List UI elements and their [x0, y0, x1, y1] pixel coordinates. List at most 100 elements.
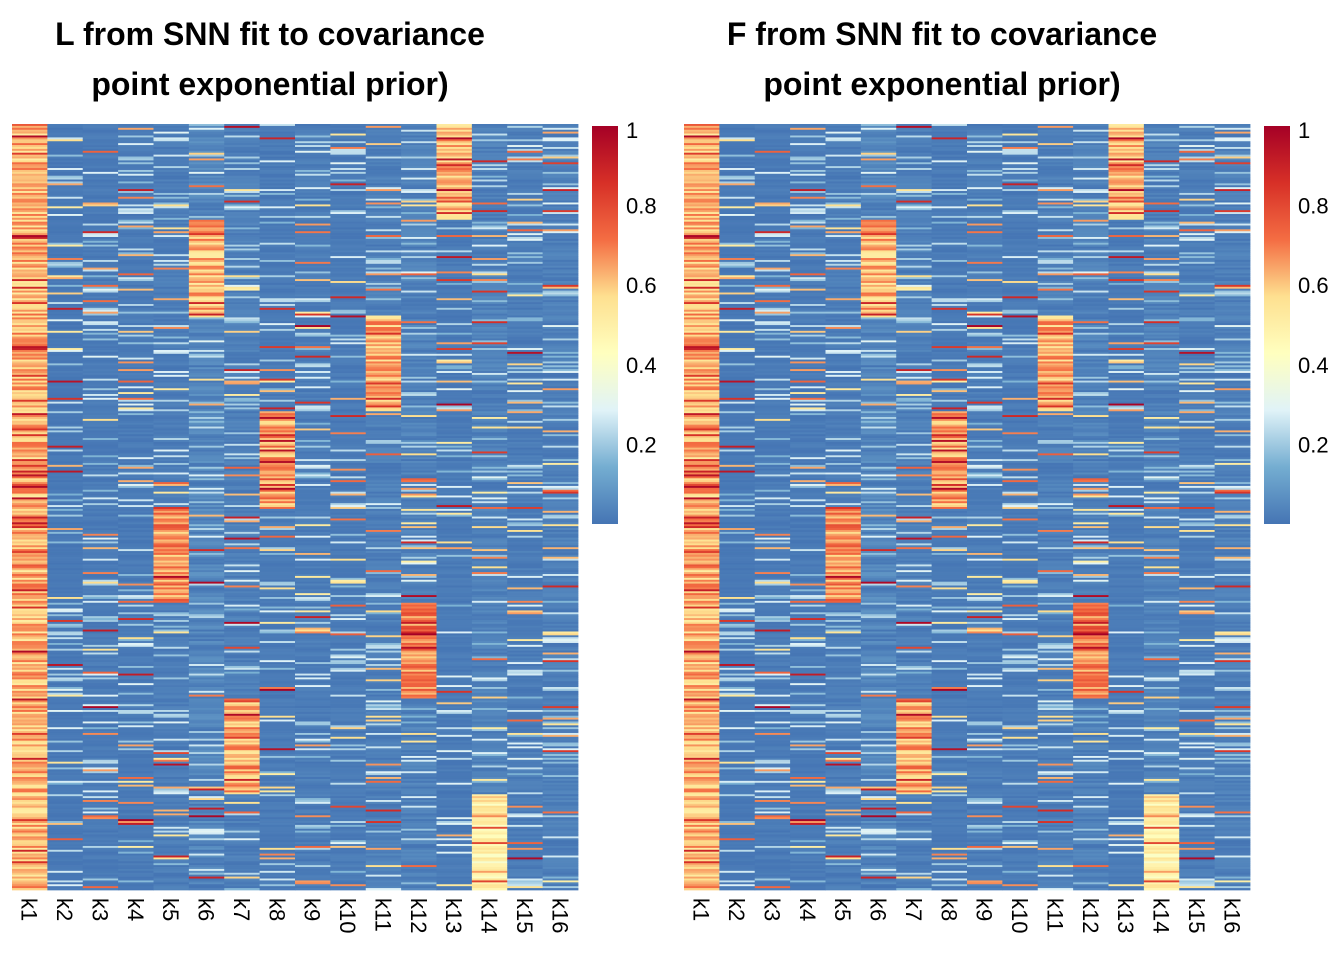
heatmap-cell: [118, 313, 154, 316]
heatmap-cell: [330, 390, 367, 393]
heatmap-cell: [295, 687, 331, 690]
heatmap-cell: [12, 652, 48, 655]
heatmap-cell: [47, 800, 84, 803]
heatmap-cell: [401, 353, 437, 357]
heatmap-cell: [365, 474, 402, 477]
heatmap-cell: [436, 238, 473, 242]
heatmap-cell: [365, 478, 402, 481]
heatmap-cell: [365, 698, 402, 701]
heatmap-cell: [188, 236, 225, 240]
heatmap-cell: [330, 196, 367, 200]
heatmap-cell: [436, 491, 473, 494]
heatmap-cell: [401, 633, 437, 636]
heatmap-cell: [82, 152, 119, 155]
heatmap-cell: [436, 441, 473, 445]
heatmap-cell: [224, 583, 261, 586]
heatmap-cell: [330, 792, 367, 795]
heatmap-cell: [365, 484, 402, 487]
heatmap-cell: [118, 838, 154, 841]
heatmap-cell: [47, 547, 84, 550]
heatmap-cell: [401, 830, 437, 833]
heatmap-cell: [47, 585, 84, 588]
heatmap-cell: [330, 208, 367, 211]
heatmap-cell: [12, 485, 48, 489]
heatmap-cell: [12, 292, 48, 295]
heatmap-cell: [259, 279, 296, 282]
heatmap-cell: [259, 277, 296, 280]
heatmap-cell: [82, 367, 119, 370]
heatmap-cell: [188, 618, 225, 621]
heatmap-cell: [12, 399, 48, 403]
heatmap-cell: [224, 844, 261, 847]
heatmap-cell: [330, 822, 367, 826]
heatmap-cell: [259, 508, 296, 512]
heatmap-cell: [82, 240, 119, 244]
heatmap-cell: [259, 777, 296, 780]
heatmap-cell: [153, 727, 190, 730]
heatmap-cell: [47, 562, 84, 565]
heatmap-cell: [259, 696, 296, 699]
heatmap-cell: [82, 516, 119, 519]
heatmap-cell: [259, 537, 296, 540]
heatmap-cell: [82, 441, 119, 445]
heatmap-cell: [295, 382, 331, 385]
heatmap-cell: [436, 131, 473, 134]
heatmap-cell: [153, 267, 190, 270]
heatmap-cell: [118, 840, 154, 843]
heatmap-cell: [224, 675, 261, 678]
heatmap-cell: [401, 518, 437, 521]
heatmap-cell: [82, 304, 119, 307]
heatmap-cell: [188, 351, 225, 355]
heatmap-cell: [365, 692, 402, 696]
heatmap-cell: [295, 459, 331, 462]
heatmap-cell: [330, 183, 367, 186]
heatmap-cell: [401, 606, 437, 609]
heatmap-cell: [12, 842, 48, 845]
heatmap-cell: [118, 754, 154, 757]
heatmap-cell: [401, 415, 437, 418]
heatmap-cell: [224, 409, 261, 412]
heatmap-cell: [401, 821, 437, 824]
heatmap-cell: [401, 150, 437, 154]
heatmap-cell: [295, 522, 331, 525]
heatmap-cell: [47, 439, 84, 443]
heatmap-cell: [330, 227, 367, 230]
heatmap-cell: [82, 284, 119, 288]
heatmap-cell: [12, 217, 48, 221]
heatmap-cell: [295, 528, 331, 531]
heatmap-cell: [82, 235, 119, 238]
heatmap-cell: [401, 564, 437, 567]
heatmap-cell: [82, 248, 119, 251]
heatmap-cell: [12, 451, 48, 454]
heatmap-cell: [365, 763, 402, 766]
heatmap-cell: [365, 788, 402, 791]
heatmap-cell: [224, 217, 261, 221]
heatmap-cell: [259, 319, 296, 322]
heatmap-cell: [259, 752, 296, 755]
heatmap-cell: [153, 154, 190, 157]
heatmap-cell: [401, 734, 437, 738]
heatmap-cell: [365, 570, 402, 573]
heatmap-cell: [82, 330, 119, 334]
heatmap-cell: [259, 273, 296, 276]
heatmap-cell: [82, 382, 119, 385]
heatmap-cell: [153, 248, 190, 251]
heatmap-cell: [259, 248, 296, 251]
heatmap-cell: [47, 217, 84, 221]
heatmap-cell: [82, 734, 119, 738]
heatmap-cell: [12, 315, 48, 318]
heatmap-cell: [118, 872, 154, 876]
heatmap-cell: [330, 531, 367, 535]
heatmap-cell: [118, 307, 154, 311]
heatmap-cell: [330, 508, 367, 512]
heatmap-cell: [365, 468, 402, 471]
heatmap-cell: [365, 173, 402, 177]
heatmap-cell: [47, 652, 84, 655]
heatmap-cell: [365, 849, 402, 853]
heatmap-cell: [259, 464, 296, 468]
heatmap-cell: [153, 304, 190, 307]
heatmap-cell: [365, 281, 402, 284]
heatmap-cell: [365, 792, 402, 795]
heatmap-cell: [82, 162, 119, 165]
heatmap-cell: [118, 809, 154, 812]
